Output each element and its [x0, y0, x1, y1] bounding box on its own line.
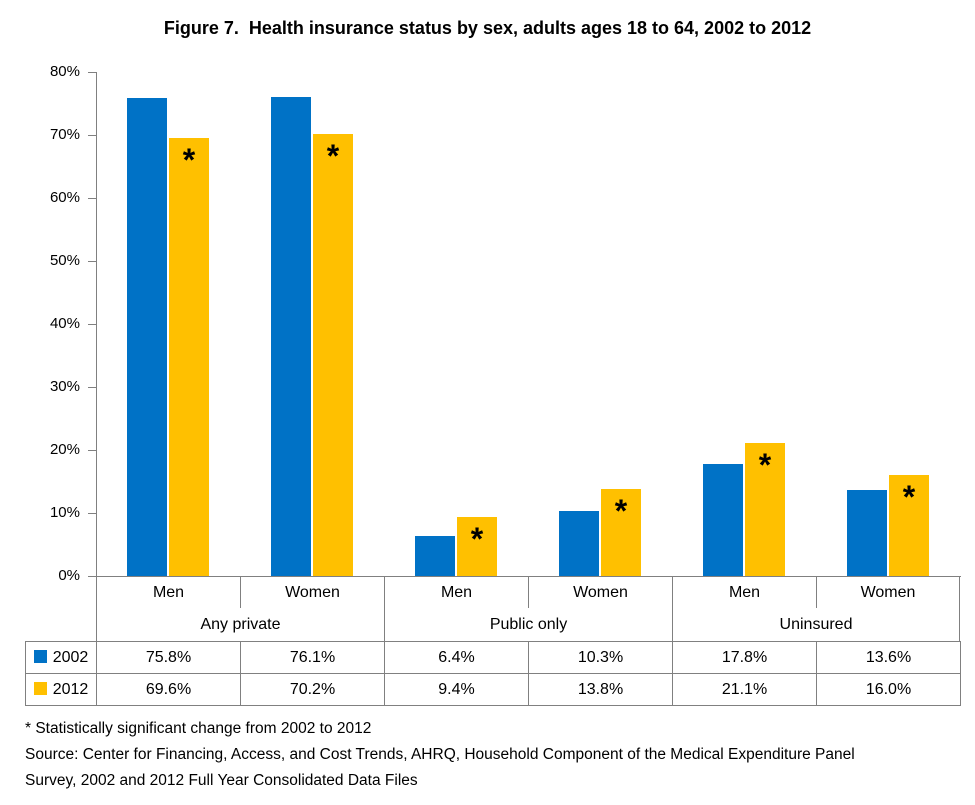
table-cell-2012-public-only-men: 9.4% [384, 673, 529, 706]
table-cell-2002-uninsured-women: 13.6% [816, 641, 961, 674]
y-axis-label-20-: 20% [49, 441, 80, 458]
y-axis-label-50-: 50% [49, 252, 80, 269]
significance-marker-2012-any-private-men: * [182, 141, 196, 178]
y-axis-label-80-: 80% [49, 63, 80, 80]
axis-label-public-only-women: Women [528, 577, 672, 608]
footnotes: * Statistically significant change from … [25, 716, 895, 794]
axis-label-public-only-men: Men [384, 577, 528, 608]
table-cell-2012-uninsured-women: 16.0% [816, 673, 961, 706]
significance-marker-2012-public-only-men: * [470, 520, 484, 557]
source-note: Source: Center for Financing, Access, an… [25, 746, 855, 789]
y-axis-tick-0- [88, 576, 96, 577]
axis-label-uninsured-men: Men [672, 577, 816, 608]
data-table: 2002 75.8% 76.1% 6.4% 10.3% 17.8% 13.6% 2012 69.… [25, 641, 961, 706]
y-axis-tick-40- [88, 324, 96, 325]
table-cell-2012-any-private-women: 70.2% [240, 673, 385, 706]
y-axis-label-40-: 40% [49, 315, 80, 332]
bar-2012-any-private-men [169, 137, 209, 576]
legend-cell-2012: 2012 [25, 673, 97, 706]
bar-2012-uninsured-men [745, 443, 785, 576]
bar-2002-uninsured-women [847, 490, 887, 576]
group-label-row: Any private Public only Uninsured [96, 608, 961, 641]
table-row-2012: 2012 69.6% 70.2% 9.4% 13.8% 21.1% 16.0% [25, 673, 961, 706]
bar-2012-public-only-men [457, 516, 497, 576]
table-cell-2002-any-private-women: 76.1% [240, 641, 385, 674]
legend-swatch-2002 [33, 649, 47, 663]
y-axis-tick-30- [88, 387, 96, 388]
significance-marker-2012-uninsured-women: * [902, 479, 916, 516]
axis-label-any-private-men: Men [96, 577, 240, 608]
y-axis-tick-10- [88, 513, 96, 514]
y-axis-label-70-: 70% [49, 126, 80, 143]
significance-note: * Statistically significant change from … [25, 720, 372, 737]
y-axis-tick-70- [88, 135, 96, 136]
bar-2002-any-private-women [271, 96, 311, 576]
table-cell-2012-public-only-women: 13.8% [528, 673, 673, 706]
table-cell-2012-any-private-men: 69.6% [96, 673, 241, 706]
y-axis-tick-80- [88, 72, 96, 73]
axis-group-label-public-only: Public only [384, 608, 672, 641]
y-axis-label-30-: 30% [49, 378, 80, 395]
significance-marker-2012-any-private-women: * [326, 137, 340, 174]
bar-2002-public-only-men [415, 535, 455, 576]
axis-label-any-private-women: Women [240, 577, 384, 608]
bar-2012-uninsured-women [889, 475, 929, 576]
table-cell-2002-uninsured-men: 17.8% [672, 641, 817, 674]
table-row-2002: 2002 75.8% 76.1% 6.4% 10.3% 17.8% 13.6% [25, 641, 961, 674]
bar-2012-public-only-women [601, 489, 641, 576]
axis-label-uninsured-women: Women [816, 577, 960, 608]
y-axis-tick-60- [88, 198, 96, 199]
axis-group-label-uninsured: Uninsured [672, 608, 960, 641]
bar-2012-any-private-women [313, 133, 353, 576]
significance-marker-2012-public-only-women: * [614, 493, 628, 530]
y-axis-label-0-: 0% [58, 567, 80, 584]
bar-2002-uninsured-men [703, 463, 743, 576]
bar-2002-any-private-men [127, 98, 167, 576]
y-axis-label-10-: 10% [49, 504, 80, 521]
y-axis-label-60-: 60% [49, 189, 80, 206]
axis-group-label-any-private: Any private [96, 608, 384, 641]
table-cell-2002-public-only-women: 10.3% [528, 641, 673, 674]
y-axis-tick-50- [88, 261, 96, 262]
y-axis-tick-20- [88, 450, 96, 451]
y-axis-line [96, 72, 97, 576]
table-cell-2002-any-private-men: 75.8% [96, 641, 241, 674]
legend-swatch-2012 [33, 681, 47, 695]
sex-label-row: Men Women Men Women Men Women [96, 576, 961, 608]
table-cell-2002-public-only-men: 6.4% [384, 641, 529, 674]
figure-title: Figure 7. Health insurance status by sex… [163, 18, 812, 38]
table-cell-2012-uninsured-men: 21.1% [672, 673, 817, 706]
bar-2002-public-only-women [559, 511, 599, 576]
significance-marker-2012-uninsured-men: * [758, 447, 772, 484]
legend-cell-2002: 2002 [25, 641, 97, 674]
